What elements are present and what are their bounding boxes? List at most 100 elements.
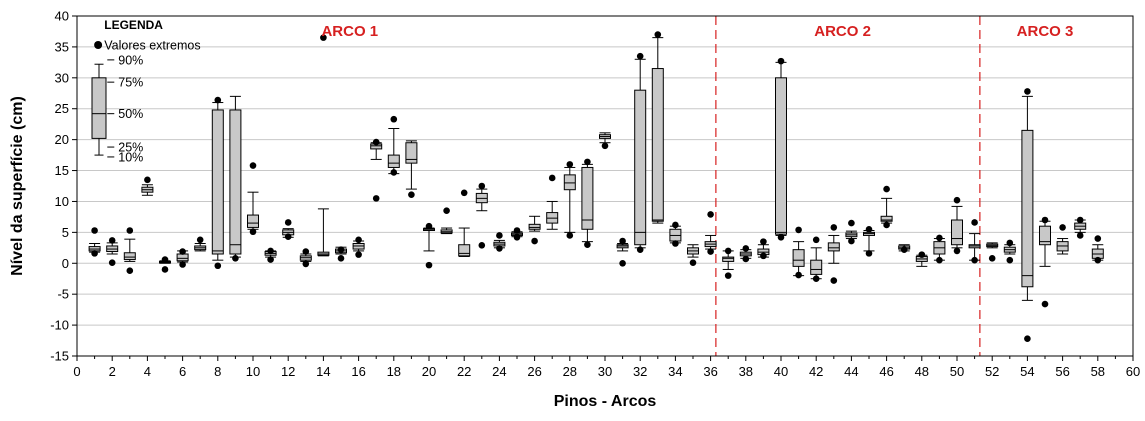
outlier-point [232,255,239,262]
box-group [669,221,682,247]
box-group [933,234,946,264]
box-group [687,244,699,266]
outlier-point [865,225,873,233]
outlier-point [1076,216,1084,224]
box-group [563,161,576,239]
legend-p25-label: 25% [118,141,143,155]
box-iqr [176,253,189,262]
outlier-point [812,275,820,283]
x-tick-label: 42 [809,364,823,379]
x-tick-label: 58 [1091,364,1105,379]
box-group [387,115,400,176]
outlier-point [460,189,468,197]
outlier-point [390,169,398,176]
outlier-point [795,271,802,279]
outlier-point [267,256,274,263]
outlier-point [214,262,222,270]
outlier-point [91,227,98,234]
box-iqr [651,68,664,222]
outlier-point [795,226,802,234]
x-tick-label: 60 [1126,364,1140,379]
outlier-point [513,234,521,241]
x-tick-label: 52 [985,364,999,379]
outlier-point [953,247,961,255]
box-group [792,226,805,279]
box-group [159,256,171,273]
box-iqr [951,219,963,246]
legend-title: LEGENDA [104,18,163,32]
outlier-point [1094,235,1102,242]
legend-p90-label: 90% [118,53,143,67]
outlier-point [760,252,767,260]
box-group [511,227,523,241]
box-group [599,132,611,150]
outlier-point [302,248,310,255]
box-group [1091,235,1104,264]
box-group [370,138,383,202]
x-tick-label: 26 [527,364,541,379]
box-iqr [387,154,400,168]
outlier-point [636,52,644,60]
legend-example-box [91,63,107,156]
outlier-point [883,185,890,193]
outlier-point [267,247,274,255]
outlier-point [126,267,134,274]
box-group [211,96,224,270]
outlier-point [548,174,556,182]
y-tick-label: -10 [50,318,69,333]
box-group [651,31,664,224]
outlier-point [865,250,873,257]
box-group [528,215,541,245]
outlier-point [337,246,345,253]
box-group [845,219,858,245]
outlier-point [1041,216,1049,224]
x-tick-label: 14 [316,364,330,379]
outlier-point [619,237,626,245]
outlier-point [1041,300,1049,308]
outlier-point [337,255,345,262]
outlier-point [1094,256,1102,264]
outlier-point [1006,256,1014,264]
outlier-point [284,233,292,240]
outlier-point [108,237,116,244]
outlier-point [883,221,890,229]
box-iqr [91,77,107,139]
x-tick-label: 50 [950,364,964,379]
box-iqr [581,166,594,230]
outlier-point [971,256,978,264]
arc-separators [715,16,981,356]
box-iqr [1039,225,1051,246]
box-group [722,247,735,279]
y-tick-label: -5 [57,287,69,302]
outlier-point [531,237,538,245]
outlier-point [372,195,380,202]
box-group [405,140,418,198]
x-tick-label: 32 [633,364,647,379]
outlier-point [161,256,169,263]
x-tick-label: 20 [422,364,436,379]
x-tick-label: 30 [598,364,612,379]
box-group [423,222,435,269]
outlier-point [408,191,415,198]
box-iqr [123,252,136,261]
y-tick-label: 20 [55,132,69,147]
outlier-point [355,236,362,244]
box-group [1056,224,1069,255]
box-iqr [528,223,541,230]
y-axis-ticks: -15 -10 -5 0 5 10 15 20 25 30 35 40 [50,9,77,364]
x-tick-label: 44 [844,364,858,379]
box-group [176,248,189,268]
outlier-point [689,259,697,266]
box-group [247,162,259,236]
box-group [951,196,963,255]
x-tick-label: 16 [351,364,365,379]
box-group [299,248,312,268]
y-tick-label: 15 [55,163,69,178]
x-tick-label: 0 [73,364,80,379]
box-group [616,237,629,267]
box-group [810,236,823,283]
y-axis-title: Nível da superfície (cm) [9,96,26,276]
outlier-point [284,219,292,226]
outlier-point [478,182,486,190]
x-tick-label: 28 [563,364,577,379]
